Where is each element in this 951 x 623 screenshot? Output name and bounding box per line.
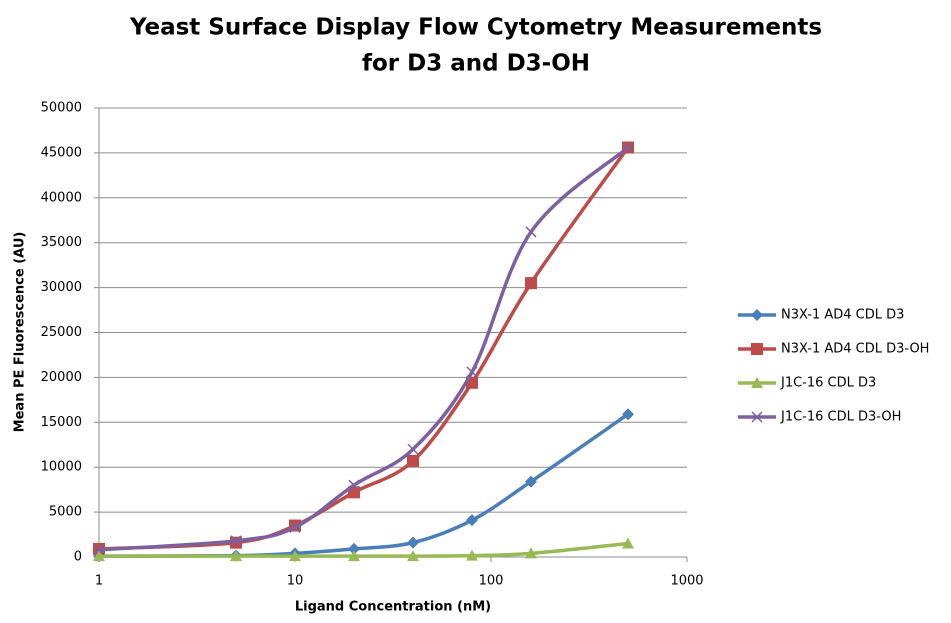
x-axis-label: Ligand Concentration (nM) — [295, 600, 491, 615]
point — [466, 549, 479, 561]
legend-marker — [751, 411, 763, 423]
point — [348, 550, 361, 562]
y-tick-label: 0 — [74, 550, 82, 565]
point — [466, 366, 478, 378]
point — [525, 226, 537, 238]
point — [93, 550, 105, 562]
x-tick-label: 100 — [479, 574, 504, 589]
point — [348, 542, 361, 555]
y-tick-label: 35000 — [41, 235, 82, 250]
point — [407, 443, 419, 455]
point — [289, 550, 301, 562]
legend-label: J1C-16 CDL D3 — [780, 376, 876, 391]
point — [525, 547, 538, 559]
point — [407, 550, 420, 562]
legend-marker — [751, 377, 763, 388]
point — [348, 479, 360, 491]
line — [98, 412, 629, 558]
x-tick-label: 1 — [95, 574, 103, 589]
y-tick-label: 5000 — [49, 505, 82, 520]
legend-label: N3X-1 AD4 CDL D3-OH — [781, 342, 929, 357]
point — [229, 550, 242, 562]
y-tick-label: 30000 — [41, 280, 82, 295]
x-tick-label: 10 — [287, 574, 304, 589]
y-tick-label: 10000 — [41, 460, 82, 475]
y-tick-label: 25000 — [41, 325, 82, 340]
chart-title: Yeast Surface Display Flow Cytometry Mea… — [129, 15, 822, 41]
y-tick-label: 45000 — [41, 145, 82, 160]
x-tick-label: 1000 — [670, 574, 703, 589]
y-tick-label: 40000 — [41, 190, 82, 205]
point — [622, 141, 634, 154]
legend-marker — [751, 309, 763, 321]
point — [621, 537, 634, 549]
point — [621, 408, 634, 421]
line — [98, 146, 630, 551]
point — [289, 521, 301, 533]
legend-label: N3X-1 AD4 CDL D3 — [781, 308, 904, 323]
point — [525, 277, 538, 290]
point — [407, 454, 420, 467]
point — [93, 544, 105, 556]
point — [230, 535, 242, 547]
chart-title: for D3 and D3-OH — [362, 51, 590, 77]
y-tick-label: 50000 — [41, 101, 82, 116]
point — [525, 475, 538, 488]
y-tick-label: 20000 — [41, 370, 82, 385]
y-axis-label: Mean PE Fluorescence (AU) — [13, 232, 28, 433]
legend-label: J1C-16 CDL D3-OH — [780, 410, 901, 425]
y-tick-label: 15000 — [41, 415, 82, 430]
point — [466, 514, 479, 527]
legend-marker — [751, 343, 763, 355]
point — [407, 536, 420, 549]
